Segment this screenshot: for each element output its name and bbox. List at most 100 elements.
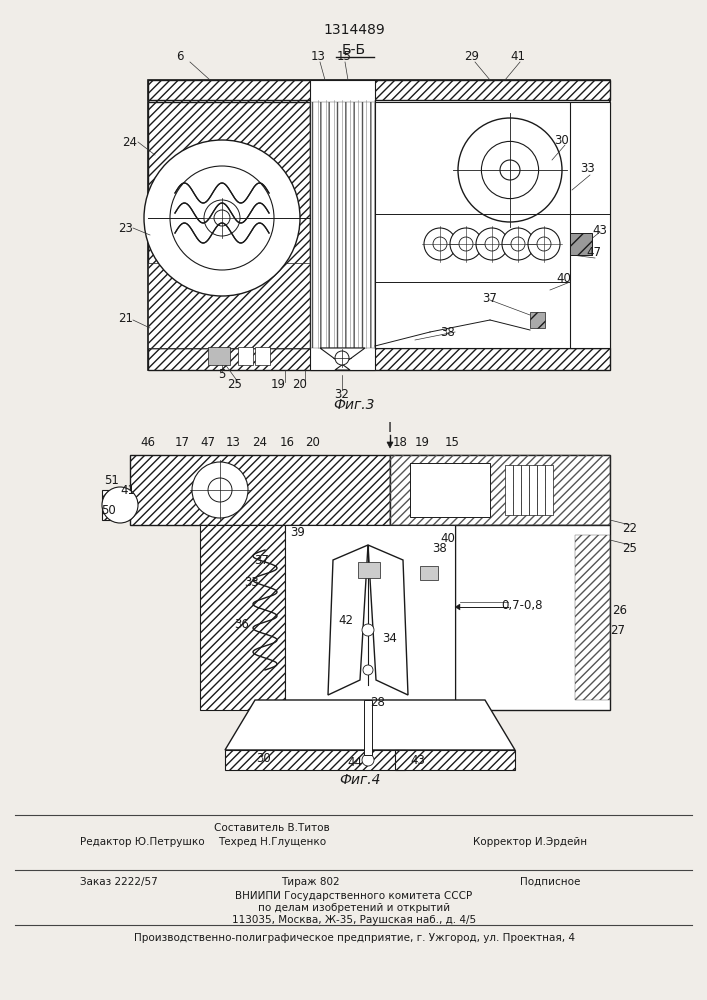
Text: 39: 39	[291, 526, 305, 538]
Text: 19: 19	[414, 436, 429, 448]
Text: 17: 17	[175, 436, 189, 448]
Polygon shape	[455, 604, 460, 610]
Circle shape	[476, 228, 508, 260]
Circle shape	[204, 200, 240, 236]
Text: 24: 24	[252, 436, 267, 448]
Bar	[521, 465, 529, 515]
Bar	[537, 465, 545, 515]
Text: Заказ 2222/57: Заказ 2222/57	[80, 877, 158, 887]
Bar	[310, 80, 375, 370]
Bar	[285, 525, 455, 700]
Bar	[513, 465, 521, 515]
Text: 21: 21	[119, 312, 134, 324]
Bar	[505, 465, 513, 515]
Text: 40: 40	[556, 271, 571, 284]
Circle shape	[214, 210, 230, 226]
Text: 47: 47	[201, 436, 216, 448]
Bar	[148, 263, 310, 348]
Polygon shape	[368, 545, 408, 695]
Circle shape	[502, 228, 534, 260]
Bar	[148, 102, 310, 348]
Polygon shape	[530, 312, 545, 328]
Circle shape	[450, 228, 482, 260]
Text: 16: 16	[279, 436, 295, 448]
Bar	[420, 566, 438, 580]
Text: 51: 51	[105, 474, 119, 487]
Text: Фиг.4: Фиг.4	[339, 773, 381, 787]
Bar	[575, 535, 610, 700]
Text: Редактор Ю.Петрушко: Редактор Ю.Петрушко	[80, 837, 204, 847]
Bar	[358, 562, 380, 578]
Text: 15: 15	[337, 49, 351, 62]
Text: Корректор И.Эрдейн: Корректор И.Эрдейн	[473, 837, 587, 847]
Polygon shape	[328, 545, 368, 695]
Bar	[148, 348, 610, 370]
Polygon shape	[320, 348, 365, 370]
Circle shape	[144, 140, 300, 296]
Bar	[570, 102, 610, 348]
Text: 36: 36	[235, 618, 250, 632]
Text: 38: 38	[440, 326, 455, 338]
Text: 27: 27	[611, 624, 626, 637]
Text: Б-Б: Б-Б	[342, 43, 366, 57]
Bar	[364, 700, 372, 755]
Text: 34: 34	[382, 632, 397, 645]
Circle shape	[433, 237, 447, 251]
Text: 37: 37	[255, 554, 269, 566]
Text: 28: 28	[370, 696, 385, 708]
Bar	[390, 455, 610, 525]
Bar	[455, 525, 610, 710]
Text: 20: 20	[305, 436, 320, 448]
Text: 43: 43	[411, 754, 426, 766]
Text: 43: 43	[592, 224, 607, 236]
Text: 20: 20	[293, 377, 308, 390]
Circle shape	[481, 141, 539, 199]
Circle shape	[458, 118, 562, 222]
Circle shape	[485, 237, 499, 251]
Text: 41: 41	[120, 484, 136, 496]
Text: 32: 32	[334, 387, 349, 400]
Text: 47: 47	[587, 245, 602, 258]
Text: Техред Н.Глущенко: Техред Н.Глущенко	[218, 837, 326, 847]
Text: Фиг.3: Фиг.3	[333, 398, 375, 412]
Bar	[395, 750, 515, 770]
Text: Подписное: Подписное	[520, 877, 580, 887]
Text: ВНИИПИ Государственного комитета СССР: ВНИИПИ Государственного комитета СССР	[235, 891, 472, 901]
Bar	[170, 166, 274, 270]
Text: 44: 44	[348, 756, 363, 768]
Text: I: I	[388, 421, 392, 435]
Circle shape	[459, 237, 473, 251]
Text: 13: 13	[310, 49, 325, 62]
Text: 25: 25	[228, 377, 243, 390]
Circle shape	[511, 237, 525, 251]
Text: 42: 42	[339, 613, 354, 626]
Circle shape	[362, 754, 374, 766]
Text: Составитель В.Титов: Составитель В.Титов	[214, 823, 330, 833]
Text: 19: 19	[271, 377, 286, 390]
Text: 46: 46	[141, 436, 156, 448]
Bar	[255, 347, 270, 365]
Circle shape	[500, 160, 520, 180]
Text: 23: 23	[119, 222, 134, 234]
Bar	[570, 233, 592, 255]
Circle shape	[102, 487, 138, 523]
Text: 38: 38	[433, 542, 448, 554]
Bar	[148, 80, 610, 100]
Circle shape	[424, 228, 456, 260]
Text: по делам изобретений и открытий: по делам изобретений и открытий	[258, 903, 450, 913]
Circle shape	[362, 624, 374, 636]
Text: 37: 37	[483, 292, 498, 304]
Bar	[390, 455, 610, 525]
Bar	[310, 102, 375, 348]
Bar	[410, 463, 490, 517]
Bar	[208, 347, 230, 365]
Bar	[130, 455, 390, 525]
Circle shape	[335, 351, 349, 365]
Text: 50: 50	[100, 504, 115, 516]
Text: Тираж 802: Тираж 802	[281, 877, 339, 887]
Bar	[545, 465, 553, 515]
Circle shape	[192, 462, 248, 518]
Bar	[225, 750, 405, 770]
Bar	[148, 80, 610, 370]
Text: 15: 15	[445, 436, 460, 448]
